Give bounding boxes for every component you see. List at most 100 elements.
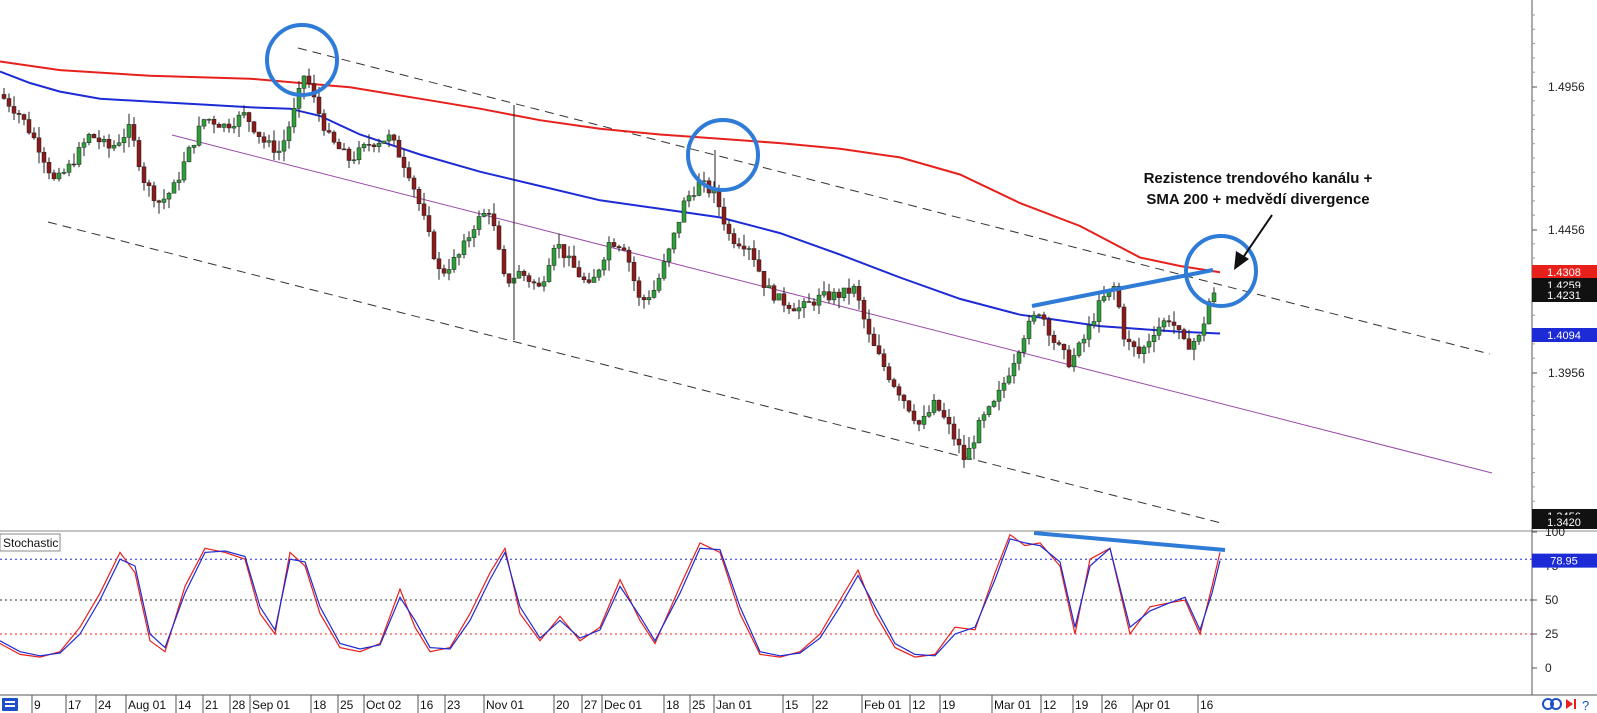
candle-bull	[926, 412, 932, 417]
candle-bull	[976, 420, 982, 444]
candle-bull	[461, 240, 467, 255]
candle-bear	[436, 258, 442, 269]
candle-bear	[246, 112, 252, 122]
candle-bull	[86, 134, 92, 143]
candle-bull	[686, 195, 692, 202]
candle-bear	[41, 151, 47, 163]
candle-bear	[256, 131, 262, 137]
candle-bear	[271, 140, 277, 153]
bottom-right-help-icon[interactable]: ?	[1582, 698, 1589, 713]
stoch-badge-bg	[1532, 553, 1597, 568]
price-badge-label: 1.4231	[1547, 290, 1581, 302]
candle-bull	[651, 290, 657, 298]
candle-bull	[1071, 355, 1077, 368]
candle-bull	[776, 293, 782, 301]
candle-bear	[411, 177, 417, 190]
candle-bull	[971, 442, 977, 449]
bottom-right-arrow-icon[interactable]	[1566, 699, 1576, 709]
price-tick-label: 1.4456	[1548, 223, 1585, 237]
candle-bull	[676, 221, 682, 234]
stochastic-panel: Stochastic	[0, 533, 1532, 658]
candle-bear	[1131, 341, 1137, 348]
candle-bear	[6, 98, 12, 107]
candle-bull	[596, 269, 602, 278]
time-tick-label: 14	[178, 698, 192, 712]
candle-bull	[181, 161, 187, 181]
candle-bull	[981, 414, 987, 421]
candle-bear	[1126, 338, 1132, 343]
time-tick-label: Sep 01	[252, 698, 290, 712]
candle-bear	[871, 333, 877, 346]
time-tick-label: 27	[584, 698, 598, 712]
candle-bull	[796, 307, 802, 312]
candle-bear	[611, 242, 617, 247]
time-tick-label: 28	[232, 698, 246, 712]
candle-bear	[261, 136, 267, 143]
candle-bull	[831, 291, 837, 301]
candle-bull	[1001, 382, 1007, 391]
candle-bull	[1101, 296, 1107, 301]
time-tick-label: 12	[912, 698, 926, 712]
candle-bull	[986, 406, 992, 415]
candle-bear	[211, 118, 217, 125]
price-badge: 1.4231	[1532, 288, 1597, 302]
candle-bull	[361, 144, 367, 149]
candle-bear	[486, 213, 492, 215]
stoch-tick-label: 0	[1545, 661, 1552, 675]
candle-bull	[1211, 292, 1217, 302]
candle-bull	[176, 179, 182, 183]
candle-bear	[781, 293, 787, 306]
stoch-lines	[0, 533, 1221, 658]
candle-bear	[406, 167, 412, 179]
candle-bear	[441, 268, 447, 274]
candle-bear	[1041, 314, 1047, 320]
candle-bull	[121, 137, 127, 144]
candle-bull	[1201, 323, 1207, 336]
candle-bear	[636, 280, 642, 298]
candle-bear	[21, 114, 27, 120]
candle-bear	[341, 148, 347, 151]
divergence-price-line	[1031, 268, 1214, 308]
candle-bear	[1166, 320, 1172, 323]
candle-bear	[16, 113, 22, 115]
candle-bear	[156, 200, 162, 203]
candle-bull	[516, 270, 522, 279]
candle-bear	[1056, 342, 1062, 345]
candle-bear	[536, 282, 542, 287]
candle-bear	[956, 438, 962, 446]
candle-bull	[241, 112, 247, 116]
candle-bear	[421, 203, 427, 216]
candle-bear	[616, 246, 622, 249]
candle-bull	[921, 415, 927, 425]
candle-bear	[721, 206, 727, 225]
candle-bear	[911, 410, 917, 421]
candle-bear	[1061, 344, 1067, 351]
candle-bull	[356, 147, 362, 161]
candle-bull	[966, 447, 972, 460]
candle-bear	[36, 137, 42, 153]
candle-bear	[961, 444, 967, 460]
candle-bull	[276, 150, 282, 153]
candle-bull	[381, 140, 387, 144]
candle-bear	[941, 410, 947, 418]
candle-bull	[221, 123, 227, 128]
candle-bull	[376, 143, 382, 147]
candle-bear	[51, 172, 57, 180]
candle-bull	[746, 248, 752, 250]
candle-bear	[726, 223, 732, 234]
candle-bull	[61, 172, 67, 174]
candle-bull	[476, 216, 482, 230]
candle-bull	[296, 88, 302, 109]
bottom-left-menu-icon[interactable]	[2, 698, 18, 711]
candle-bear	[751, 248, 757, 260]
candle-bear	[1066, 349, 1072, 368]
stoch-levels	[0, 558, 1532, 635]
time-tick-label: Jan 01	[716, 698, 752, 712]
candle-bull	[691, 195, 697, 197]
price-tick-label: 1.3956	[1548, 366, 1585, 380]
bottom-right-link-icon[interactable]	[1542, 698, 1562, 710]
candle-bull	[471, 229, 477, 238]
time-tick-label: Feb 01	[864, 698, 902, 712]
